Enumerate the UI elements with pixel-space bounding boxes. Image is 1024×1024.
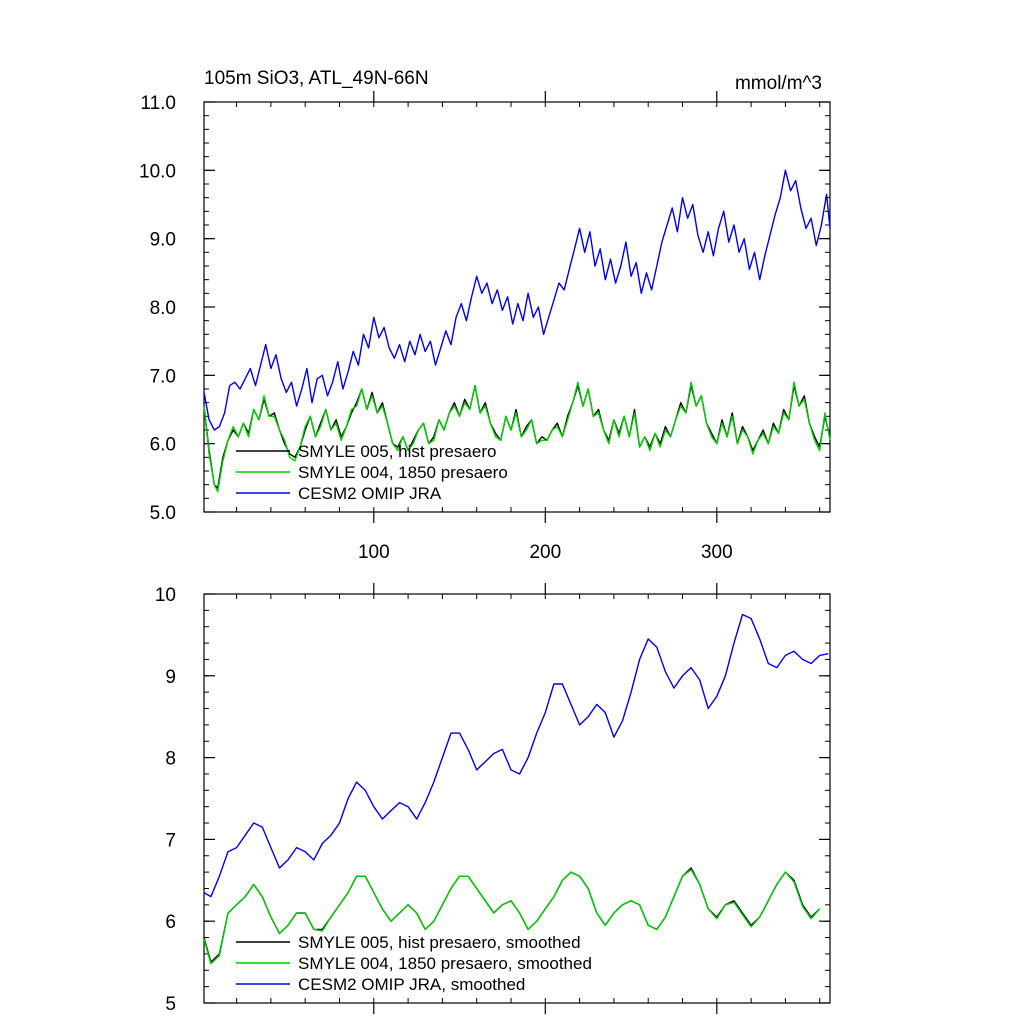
series-line-2 (203, 613, 829, 898)
plot-frame (203, 593, 831, 1004)
series-line-1 (203, 381, 831, 493)
series-line-1 (203, 869, 821, 965)
legend-label-2: CESM2 OMIP JRA, smoothed (298, 975, 525, 994)
y-tick-label: 7 (165, 830, 176, 851)
y-tick-label: 6.0 (150, 435, 176, 456)
legend-label-1: SMYLE 004, 1850 presaero, smoothed (298, 954, 592, 973)
bottom-panel: 5 6 7 8 9 10 SMYLE 005, hist presaero, smoothe… (155, 583, 831, 1015)
y-tick-label: 9 (165, 667, 176, 688)
y-tick-label: 5.0 (150, 503, 176, 524)
series-line-2 (203, 169, 831, 431)
chart-title: 105m SiO3, ATL_49N-66N (204, 68, 429, 89)
y-tick-label: 9.0 (150, 230, 176, 251)
units-label: mmol/m^3 (735, 73, 822, 94)
legend-label-0: SMYLE 005, hist presaero, smoothed (298, 933, 581, 952)
legend-label-1: SMYLE 004, 1850 presaero (298, 463, 508, 482)
x-tick-label: 300 (701, 542, 733, 563)
y-tick-label: 5 (165, 994, 176, 1015)
y-tick-label: 8.0 (150, 298, 176, 319)
y-tick-label: 7.0 (150, 366, 176, 387)
legend-label-0: SMYLE 005, hist presaero (298, 442, 496, 461)
top-panel: 5.0 6.0 7.0 8.0 9.0 10.0 11.0 100 200 300 105m SiO… (139, 68, 831, 563)
legend-label-2: CESM2 OMIP JRA (298, 484, 442, 503)
y-tick-label: 10 (155, 585, 176, 606)
y-tick-label: 6 (165, 912, 176, 933)
y-tick-label: 11.0 (140, 93, 176, 114)
y-tick-label: 8 (165, 749, 176, 770)
y-tick-label: 10.0 (139, 161, 176, 182)
x-tick-label: 100 (358, 542, 390, 563)
x-tick-label: 200 (529, 542, 561, 563)
